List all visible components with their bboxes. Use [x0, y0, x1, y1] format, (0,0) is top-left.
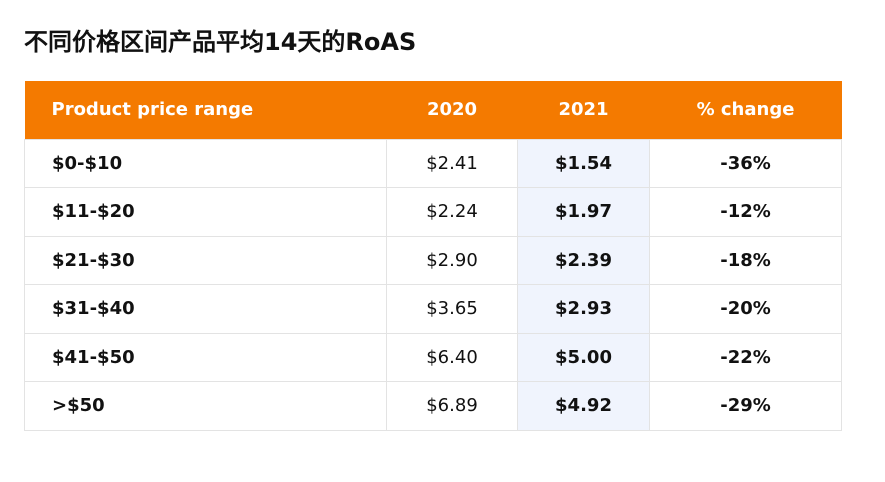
- cell-range: $11-$20: [24, 187, 387, 237]
- cell-change: -36%: [649, 138, 842, 188]
- cell-change: -18%: [649, 235, 842, 285]
- cell-2020: $6.40: [386, 332, 518, 382]
- table-row: >$50 $6.89 $4.92 -29%: [24, 381, 842, 431]
- table-row: $0-$10 $2.41 $1.54 -36%: [24, 138, 842, 188]
- cell-2021: $1.97: [517, 187, 650, 237]
- table-row: $31-$40 $3.65 $2.93 -20%: [24, 284, 842, 334]
- cell-2021: $1.54: [517, 138, 650, 188]
- cell-2020: $6.89: [386, 381, 518, 431]
- cell-2020: $2.41: [386, 138, 518, 188]
- cell-2020: $3.65: [386, 284, 518, 334]
- header-price-range: Product price range: [24, 81, 387, 139]
- header-2021: 2021: [517, 81, 650, 139]
- page-title: 不同价格区间产品平均14天的RoAS: [24, 28, 417, 56]
- header-2020: 2020: [386, 81, 518, 139]
- cell-2020: $2.90: [386, 235, 518, 285]
- cell-range: >$50: [24, 381, 387, 431]
- table-header-row: Product price range 2020 2021 % change: [24, 81, 842, 139]
- header-change: % change: [649, 81, 842, 139]
- cell-change: -29%: [649, 381, 842, 431]
- cell-2021: $2.39: [517, 235, 650, 285]
- table-row: $41-$50 $6.40 $5.00 -22%: [24, 332, 842, 382]
- table-row: $21-$30 $2.90 $2.39 -18%: [24, 235, 842, 285]
- cell-change: -22%: [649, 332, 842, 382]
- cell-range: $31-$40: [24, 284, 387, 334]
- cell-2021: $2.93: [517, 284, 650, 334]
- table-row: $11-$20 $2.24 $1.97 -12%: [24, 187, 842, 237]
- cell-2021: $4.92: [517, 381, 650, 431]
- cell-change: -20%: [649, 284, 842, 334]
- cell-range: $41-$50: [24, 332, 387, 382]
- cell-range: $0-$10: [24, 138, 387, 188]
- roas-table: Product price range 2020 2021 % change $…: [24, 81, 842, 431]
- cell-2021: $5.00: [517, 332, 650, 382]
- cell-2020: $2.24: [386, 187, 518, 237]
- cell-change: -12%: [649, 187, 842, 237]
- cell-range: $21-$30: [24, 235, 387, 285]
